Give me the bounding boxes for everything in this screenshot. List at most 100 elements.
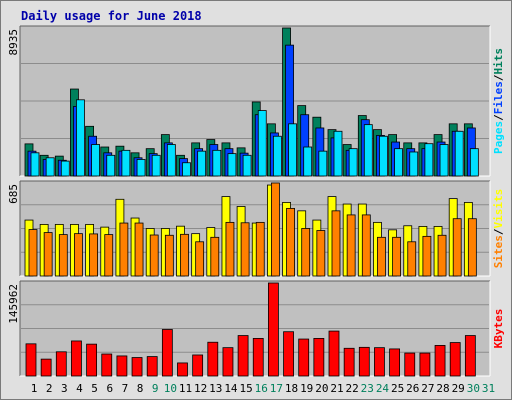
kbytes-bar — [464, 335, 476, 377]
sites-bar — [452, 218, 462, 277]
day-tick-label: 20 — [315, 382, 328, 395]
kbytes-bar — [419, 352, 431, 377]
day-tick-label: 16 — [255, 382, 268, 395]
sites-bar — [361, 214, 371, 277]
day-tick-label: 2 — [46, 382, 53, 395]
sites-bar — [134, 222, 144, 277]
pages-files-hits-legend-part: / — [492, 114, 505, 121]
day-tick-label: 7 — [122, 382, 129, 395]
kbytes-bar — [343, 347, 355, 377]
pages-bar — [303, 146, 313, 177]
sites-visits-legend-part: / — [492, 228, 505, 235]
sites-bar — [377, 236, 386, 277]
sites-bar — [392, 236, 402, 277]
kbytes-bar — [207, 341, 219, 377]
day-tick-label: 29 — [452, 382, 465, 395]
day-tick-label: 15 — [239, 382, 252, 395]
kbytes-bar — [313, 338, 325, 377]
sites-bar — [119, 222, 129, 277]
day-tick-label: 25 — [391, 382, 404, 395]
pages-bar — [288, 123, 297, 177]
kbytes-bar — [177, 362, 188, 377]
day-tick-label: 10 — [164, 382, 177, 395]
pages-bar — [60, 160, 70, 177]
pages-bar — [439, 144, 449, 177]
sites-visits-legend-part: Sites — [492, 235, 505, 268]
kbytes-bar — [101, 353, 113, 377]
sites-bar — [422, 235, 432, 277]
pages-bar — [454, 130, 464, 177]
sites-bar — [407, 241, 417, 277]
day-tick-label: 11 — [179, 382, 192, 395]
sites-bar — [467, 218, 477, 277]
sites-bar — [89, 233, 98, 277]
sites-bar — [104, 234, 114, 277]
hits-max-label: 8935 — [7, 29, 20, 56]
day-tick-label: 3 — [61, 382, 68, 395]
day-tick-label: 13 — [209, 382, 222, 395]
pages-bar — [121, 149, 131, 177]
day-tick-label: 19 — [300, 382, 313, 395]
sites-visits-legend: Sites/Visits — [492, 189, 505, 269]
sites-bar — [210, 236, 220, 277]
pages-files-hits-legend-part: / — [492, 74, 505, 81]
sites-bar — [286, 207, 295, 277]
sites-bar — [301, 228, 311, 277]
pages-bar — [76, 99, 85, 177]
kbytes-bar — [374, 347, 385, 377]
kbytes-bar — [283, 331, 294, 377]
pages-bar — [197, 150, 207, 177]
day-tick-label: 5 — [91, 382, 98, 395]
sites-bar — [164, 234, 174, 277]
sites-bar — [58, 234, 68, 277]
kbytes-bar — [267, 282, 279, 377]
kbytes-bar — [222, 347, 234, 377]
kbytes-bar — [40, 358, 52, 377]
pages-bar — [363, 124, 373, 177]
sites-bar — [346, 214, 356, 277]
day-tick-label: 12 — [194, 382, 207, 395]
day-tick-label: 24 — [376, 382, 390, 395]
kbytes-bar — [298, 338, 310, 377]
kbytes-bar — [25, 343, 37, 377]
day-tick-label: 6 — [106, 382, 113, 395]
pages-bar — [106, 154, 116, 177]
sites-visits-legend-part: Visits — [492, 189, 505, 229]
day-tick-label: 18 — [285, 382, 298, 395]
pages-files-hits-legend: Pages/Files/Hits — [492, 48, 505, 154]
kbytes-bar — [404, 352, 416, 377]
pages-bar — [182, 162, 191, 177]
sites-bar — [437, 234, 447, 277]
sites-bar — [255, 221, 265, 277]
sites-bar — [195, 241, 205, 277]
pages-bar — [242, 154, 252, 177]
pages-bar — [318, 150, 328, 177]
kbytes-bar — [71, 340, 82, 377]
sites-bar — [149, 234, 159, 277]
kbytes-bar — [237, 335, 249, 377]
kbytes-bar — [434, 345, 446, 377]
sites-bar — [43, 232, 53, 277]
day-tick-label: 17 — [270, 382, 283, 395]
kbytes-legend: KBytes — [492, 309, 505, 349]
sites-bar — [28, 229, 38, 277]
pages-files-hits-legend-part: Pages — [492, 121, 505, 154]
day-tick-label: 21 — [330, 382, 343, 395]
kbytes-bar — [358, 346, 370, 377]
pages-bar — [212, 149, 222, 177]
kbytes-bar — [449, 342, 461, 377]
pages-bar — [136, 159, 146, 177]
day-tick-label: 14 — [224, 382, 238, 395]
pages-bar — [45, 157, 55, 177]
day-tick-label: 26 — [406, 382, 419, 395]
pages-bar — [348, 148, 358, 177]
pages-bar — [272, 135, 282, 177]
pages-bar — [379, 135, 388, 177]
kbytes-bar — [146, 356, 158, 377]
day-tick-label: 4 — [76, 382, 83, 395]
kbytes-bar — [389, 348, 401, 377]
sites-bar — [270, 182, 280, 277]
kbytes-bar — [55, 351, 67, 377]
chart-title: Daily usage for June 2018 — [21, 9, 202, 23]
